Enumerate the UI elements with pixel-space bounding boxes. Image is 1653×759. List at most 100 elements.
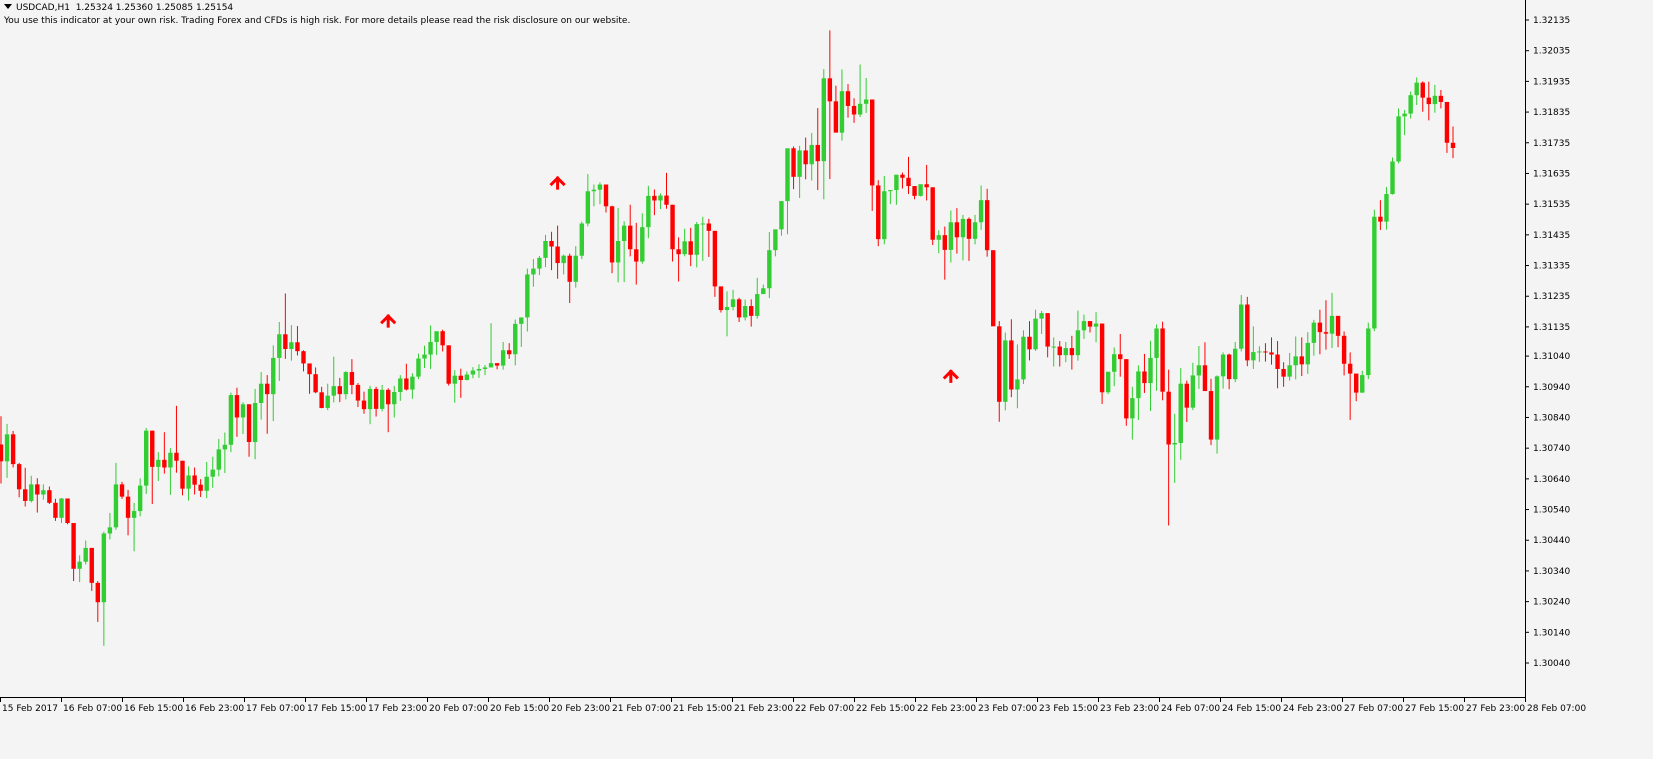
- candle: [1396, 108, 1401, 164]
- candle: [446, 345, 451, 386]
- candle: [513, 319, 518, 366]
- candle: [827, 30, 833, 179]
- candle: [1414, 77, 1419, 106]
- price-tick-label: 1.31040: [1533, 352, 1570, 362]
- candle-body: [561, 255, 566, 264]
- candle: [555, 225, 560, 279]
- candle: [228, 392, 234, 453]
- candle: [4, 423, 10, 478]
- candle-body: [591, 189, 597, 192]
- candle: [857, 64, 863, 117]
- candle: [1172, 413, 1177, 483]
- candle: [730, 289, 736, 311]
- candle-body: [204, 476, 209, 491]
- candle-body: [331, 386, 336, 396]
- candle: [1305, 332, 1310, 374]
- candle-body: [4, 434, 10, 462]
- candle: [918, 184, 923, 197]
- candle-body: [706, 223, 712, 231]
- candle: [615, 207, 621, 283]
- candle-body: [615, 240, 621, 263]
- candle-body: [428, 341, 433, 355]
- candle-body: [446, 345, 451, 384]
- candle: [95, 581, 100, 622]
- candle: [1275, 341, 1280, 389]
- price-tick-label: 1.30940: [1533, 383, 1570, 393]
- candle: [47, 486, 52, 505]
- price-tick-label: 1.30840: [1533, 413, 1570, 423]
- candle-body: [1039, 313, 1044, 319]
- candle-body: [833, 101, 839, 133]
- candle-body: [1021, 336, 1026, 380]
- candle-body: [978, 200, 984, 223]
- candle-body: [1099, 323, 1105, 393]
- candle-body: [555, 246, 560, 264]
- candle-body: [301, 351, 306, 364]
- candle-body: [1105, 371, 1111, 393]
- candle: [373, 386, 379, 417]
- candle-body: [543, 240, 548, 258]
- candle: [1251, 326, 1256, 369]
- candle-body: [337, 386, 342, 395]
- candle-body: [507, 350, 512, 355]
- candle: [1136, 365, 1141, 420]
- candle-body: [41, 490, 46, 495]
- candle-body: [156, 459, 161, 467]
- candle-body: [749, 306, 754, 316]
- candle: [252, 388, 258, 460]
- candle: [724, 291, 730, 337]
- candle-body: [537, 257, 542, 269]
- candle: [573, 246, 578, 288]
- candle: [1178, 368, 1183, 460]
- candle-body: [991, 250, 996, 327]
- candle-body: [65, 498, 70, 524]
- candle-body: [1130, 398, 1135, 419]
- candle-body: [694, 224, 699, 255]
- candle-body: [809, 144, 814, 165]
- candle: [567, 253, 572, 303]
- candle-body: [876, 185, 881, 240]
- candle-body: [1184, 383, 1189, 408]
- candle: [537, 256, 542, 276]
- candle-body: [1063, 348, 1068, 356]
- candle: [1354, 373, 1359, 402]
- candle-body: [700, 223, 705, 225]
- candle: [313, 367, 318, 394]
- candle: [204, 461, 209, 499]
- candle: [131, 502, 137, 552]
- candle: [83, 540, 88, 565]
- candle-body: [1166, 391, 1171, 445]
- candle-body: [452, 375, 457, 384]
- candle: [410, 373, 415, 399]
- candle-body: [1323, 332, 1329, 334]
- time-tick-label: 23 Feb 07:00: [978, 704, 1037, 714]
- candle: [694, 221, 699, 268]
- candle: [137, 478, 143, 517]
- candle-body: [1226, 354, 1232, 380]
- candle: [912, 186, 917, 200]
- candle: [954, 208, 960, 254]
- candle-body: [863, 99, 869, 104]
- candle-body: [16, 464, 22, 490]
- candle-body: [609, 206, 615, 263]
- candle-body: [1075, 330, 1081, 356]
- candle-body: [240, 404, 246, 418]
- price-tick-label: 1.31935: [1533, 77, 1570, 87]
- candle-body: [1354, 373, 1359, 393]
- candle: [198, 479, 203, 497]
- candle-body: [779, 201, 784, 230]
- candle-body: [1402, 113, 1407, 117]
- candle-body: [440, 331, 445, 346]
- candle: [1112, 347, 1117, 387]
- candle: [997, 321, 1002, 422]
- time-tick-label: 17 Feb 23:00: [368, 704, 427, 714]
- candle-body: [761, 288, 766, 295]
- dropdown-triangle-icon[interactable]: [4, 4, 12, 9]
- candle-body: [1360, 375, 1365, 393]
- candle: [1166, 369, 1171, 526]
- time-tick-label: 24 Feb 23:00: [1283, 704, 1342, 714]
- price-tick-label: 1.32035: [1533, 47, 1570, 57]
- time-tick-label: 27 Feb 15:00: [1405, 704, 1464, 714]
